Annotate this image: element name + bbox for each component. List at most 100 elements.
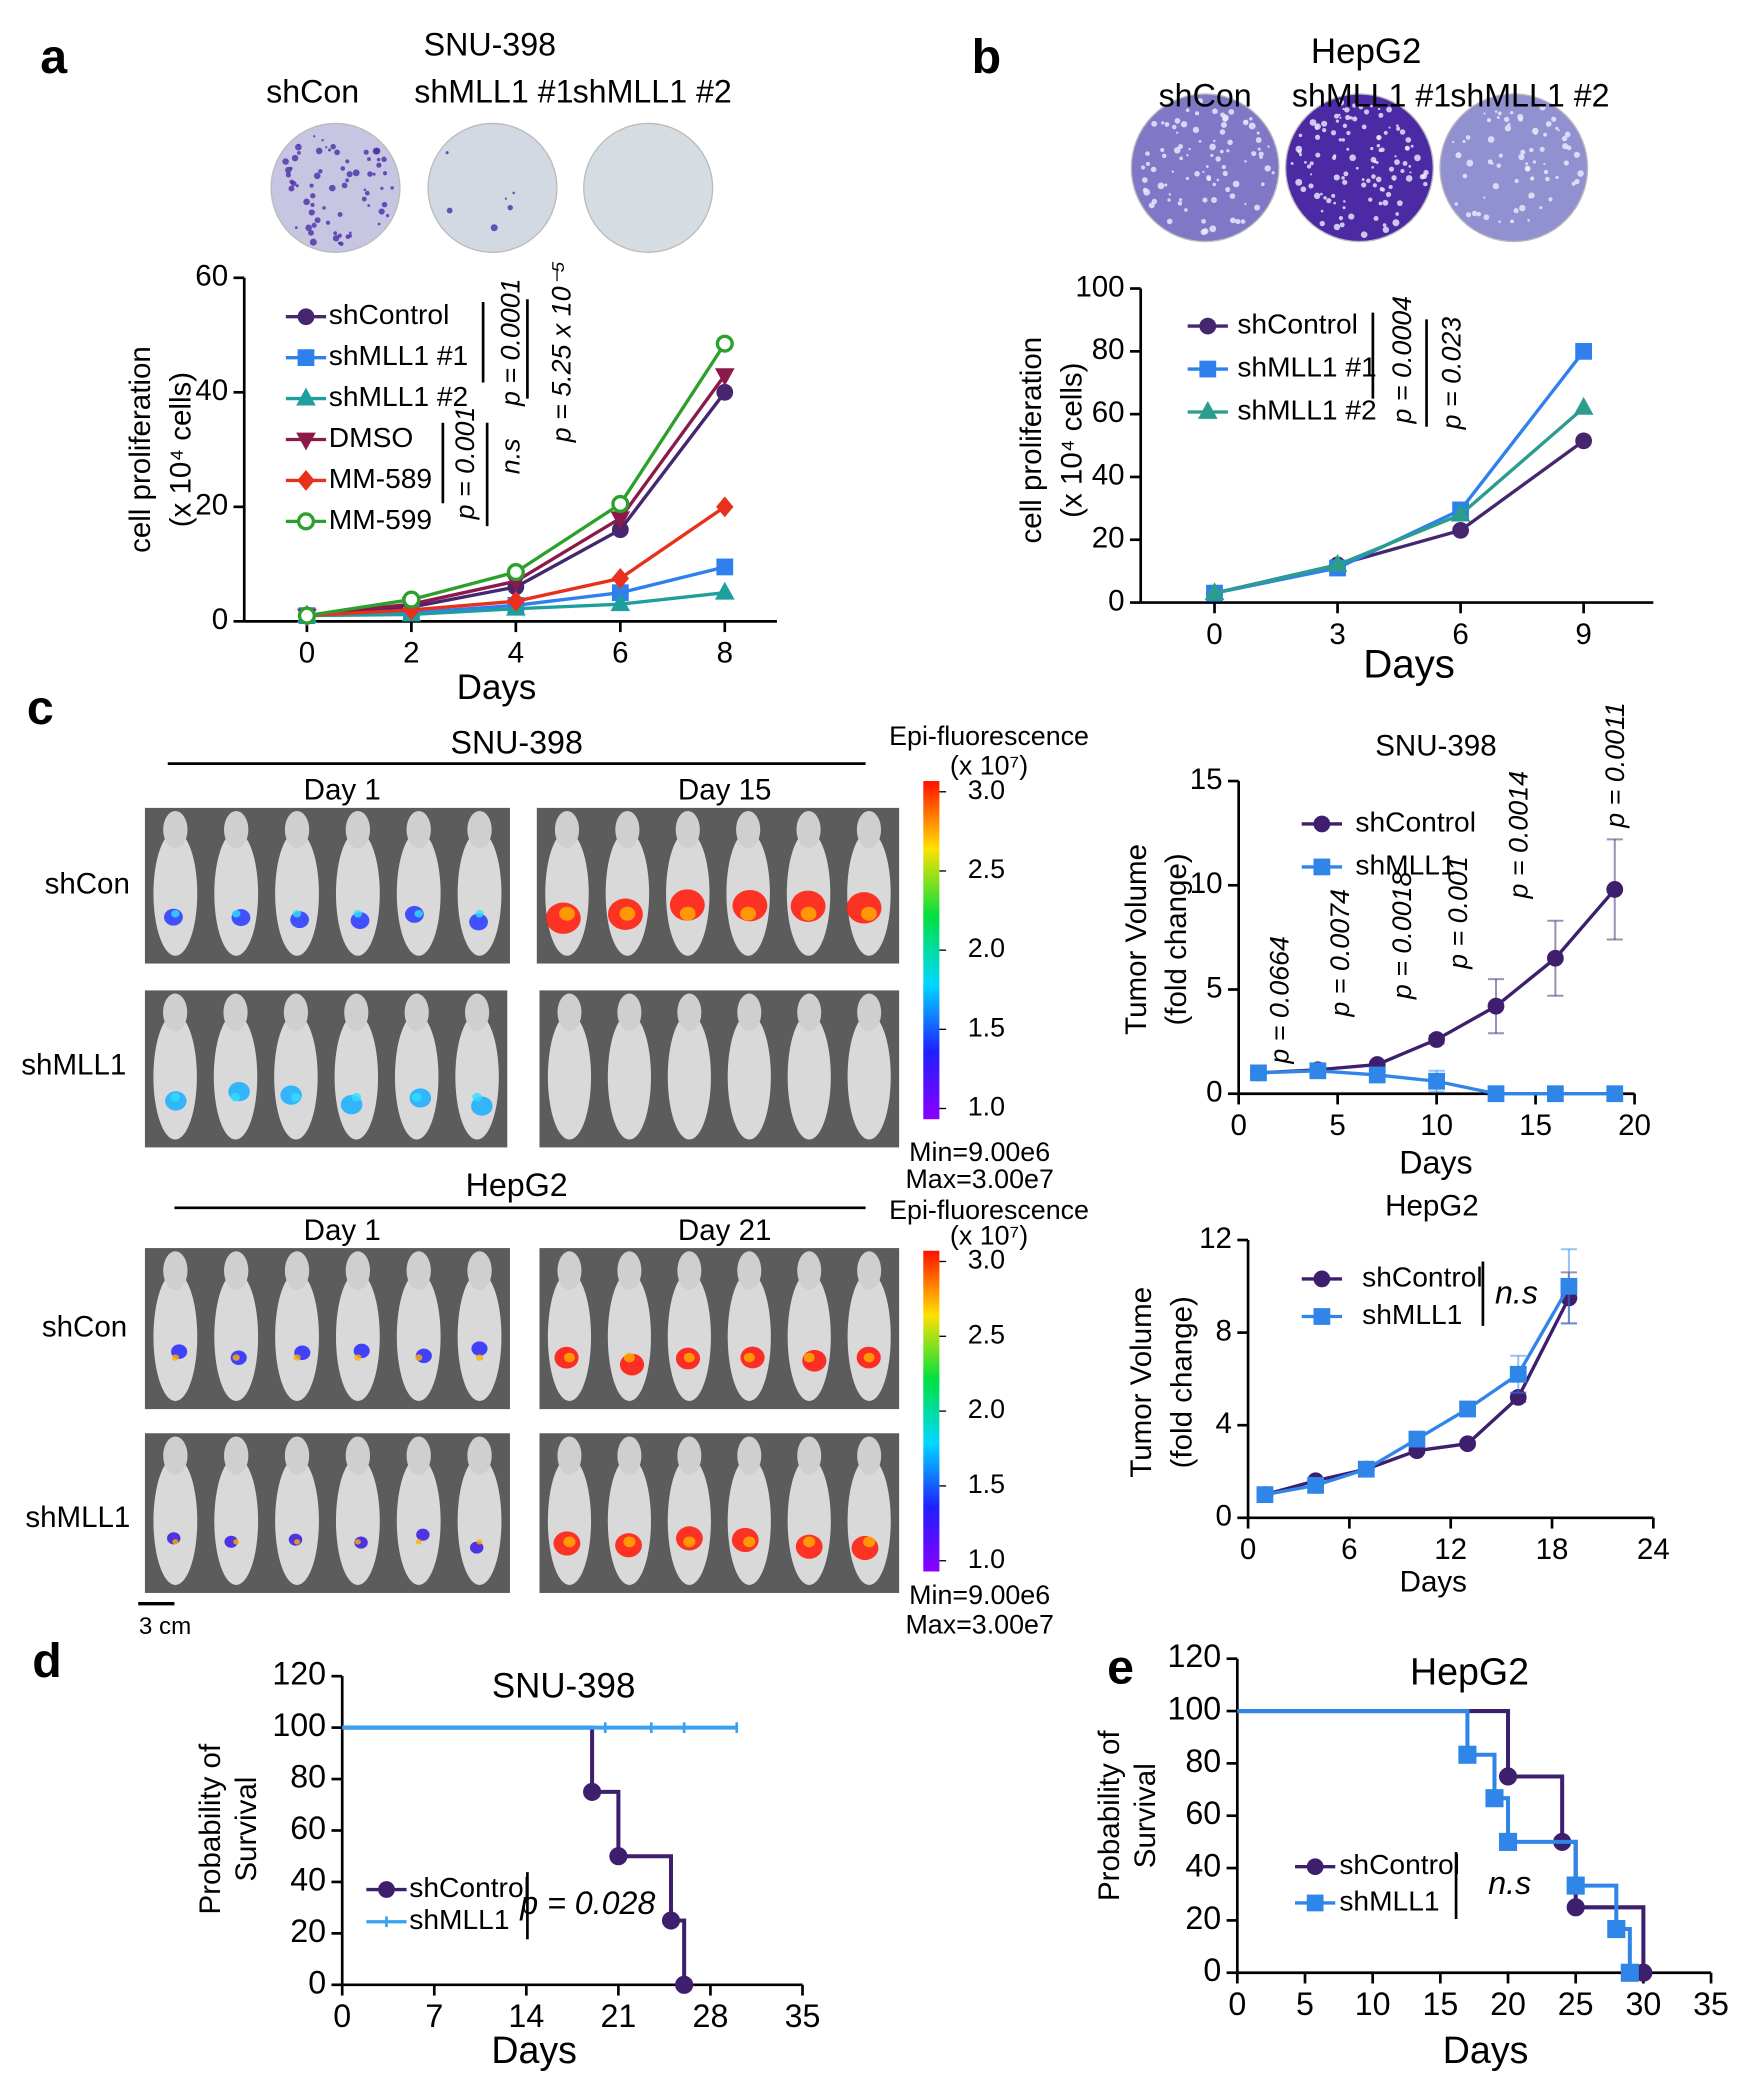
- x-tick-label: 0: [299, 637, 315, 670]
- colony-dot: [1254, 204, 1261, 211]
- colony-dot: [1229, 193, 1236, 199]
- colony-dot: [297, 151, 301, 155]
- legend-label: MM-599: [329, 503, 432, 535]
- colony-dot: [1563, 160, 1569, 166]
- colony-dot: [1410, 144, 1414, 148]
- colony-dot: [1161, 153, 1167, 159]
- mouse-head: [554, 810, 580, 849]
- imaging-day: Day 1: [304, 774, 381, 807]
- colony-dot: [1290, 162, 1294, 165]
- colony-dot: [1382, 199, 1389, 206]
- mouse-head: [406, 810, 431, 849]
- x-tick-label: 25: [1558, 1986, 1594, 2022]
- colony-dot: [1363, 109, 1370, 115]
- legend-marker: [1313, 815, 1331, 833]
- marker: [610, 593, 631, 612]
- colony-dot: [1313, 192, 1321, 200]
- signal-core: [291, 1092, 301, 1102]
- colony-dot: [1201, 218, 1206, 224]
- mouse-head: [467, 1436, 492, 1475]
- colony-dot: [1349, 154, 1357, 162]
- mouse-head: [163, 993, 188, 1032]
- y-axis-label: Tumor Volume: [1120, 844, 1153, 1035]
- y-tick-label: 0: [1203, 1952, 1221, 1988]
- colony-dot: [1396, 200, 1403, 207]
- mouse: [607, 1457, 651, 1585]
- colorbar-tick-label: 1.5: [968, 1469, 1005, 1499]
- marker: [1368, 1066, 1386, 1084]
- colony-dot: [1299, 153, 1303, 157]
- colony-dot: [376, 157, 381, 162]
- x-axis-label: Days: [1443, 2029, 1529, 2071]
- marker: [714, 368, 735, 387]
- signal-core: [803, 1352, 815, 1363]
- colony-dot: [1342, 179, 1348, 185]
- colony-dot: [1160, 147, 1165, 153]
- legend-label: shMLL1 #1: [1237, 350, 1376, 382]
- colony-dot: [1179, 156, 1183, 161]
- mouse-head: [617, 1436, 642, 1475]
- colony-dot: [1331, 193, 1336, 198]
- mouse-head: [406, 1251, 431, 1290]
- colony-dot: [1298, 133, 1303, 138]
- legend-marker: [1199, 317, 1217, 335]
- signal-core: [293, 1354, 301, 1361]
- mouse-image: [539, 1248, 900, 1410]
- signal-core: [233, 1539, 240, 1545]
- colony-dot: [382, 171, 388, 176]
- signal-core: [683, 1352, 695, 1363]
- mouse-head: [223, 993, 248, 1032]
- colony-dot: [1520, 149, 1526, 155]
- colony-dot: [1216, 178, 1220, 182]
- colony-dot: [1423, 169, 1429, 176]
- imaging-group: shCon: [42, 1310, 127, 1343]
- y-tick-label: 0: [1206, 1076, 1222, 1109]
- colony-dot: [1267, 145, 1270, 148]
- mouse: [335, 1272, 380, 1402]
- colony-dot: [346, 171, 353, 178]
- colony-dot: [1220, 149, 1224, 154]
- mouse-head: [617, 993, 642, 1032]
- x-tick-label: 18: [1536, 1533, 1569, 1566]
- y-tick-label: 8: [1216, 1314, 1232, 1347]
- colony-dot: [1504, 125, 1512, 132]
- scale-bar-label: 3 cm: [139, 1613, 191, 1640]
- colony-dot: [1338, 138, 1342, 142]
- colony-dot: [305, 224, 312, 232]
- y-tick-label: 60: [1185, 1795, 1221, 1831]
- signal-core: [232, 1354, 240, 1361]
- colony-dot: [1539, 146, 1545, 152]
- mouse-head: [224, 810, 249, 849]
- signal-core: [679, 906, 696, 921]
- colony-dot: [1530, 176, 1535, 181]
- colony-dot: [1396, 126, 1401, 131]
- mouse: [547, 1272, 592, 1402]
- colony-dot: [1244, 119, 1248, 124]
- colony-dot: [1335, 119, 1340, 123]
- marker: [1309, 1062, 1327, 1080]
- legend-label: shMLL1: [1339, 1884, 1439, 1916]
- marker: [1459, 1400, 1476, 1418]
- annotation: p = 0.0664: [1265, 936, 1295, 1065]
- colony-dot: [1310, 173, 1313, 176]
- x-tick-label: 8: [717, 637, 733, 670]
- colony-dot: [1341, 138, 1346, 142]
- x-tick-label: 6: [1341, 1533, 1357, 1566]
- colony-dot: [1483, 214, 1490, 221]
- signal: [471, 1341, 488, 1356]
- legend-marker: [1306, 1894, 1324, 1912]
- legend-marker: [1197, 401, 1218, 419]
- mouse-head: [737, 1251, 762, 1290]
- colony-dot: [1142, 187, 1148, 193]
- annotation: p = 0.0004: [1387, 296, 1417, 425]
- y-tick-label: 5: [1206, 971, 1222, 1004]
- colony-label: shMLL1 #1: [414, 73, 573, 109]
- mouse-head: [345, 810, 371, 849]
- y-tick-label: 80: [290, 1759, 326, 1795]
- mouse: [667, 1013, 711, 1140]
- colony-dot: [1524, 166, 1531, 172]
- annotation: p = 0.0011: [1600, 702, 1630, 829]
- mouse-head: [677, 993, 702, 1032]
- colony-dot: [1331, 155, 1337, 160]
- x-tick-label: 0: [1240, 1533, 1256, 1566]
